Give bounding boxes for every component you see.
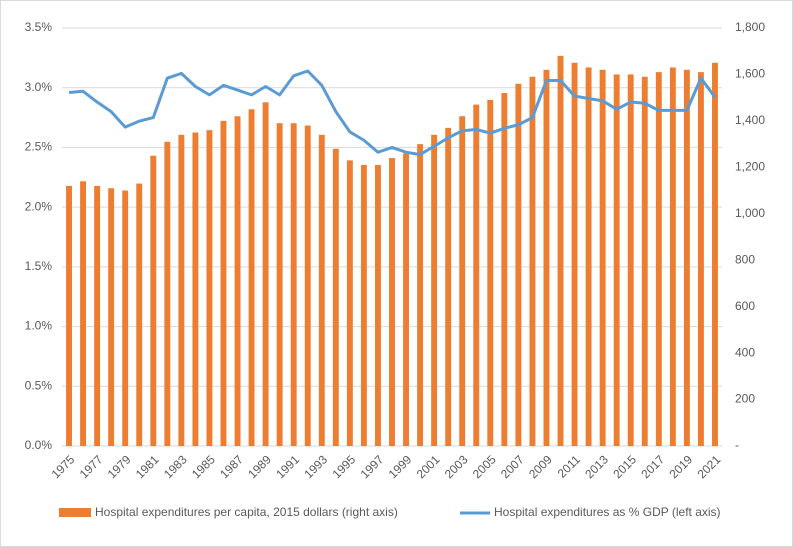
y-tick-label: 3.5%: [25, 20, 53, 34]
bar: [599, 69, 606, 447]
y2-tick-label: -: [735, 438, 739, 452]
bar: [304, 125, 311, 447]
bar: [473, 104, 480, 446]
bar: [543, 69, 550, 447]
y2-tick-label: 800: [735, 252, 755, 266]
bar: [613, 74, 620, 446]
bar: [515, 83, 522, 446]
bar: [655, 72, 662, 446]
y2-tick-label: 1,400: [735, 113, 765, 127]
legend-label: Hospital expenditures per capita, 2015 d…: [95, 505, 398, 519]
bar: [627, 74, 634, 446]
y-tick-label: 0.5%: [25, 378, 53, 392]
y-tick-label: 2.0%: [25, 199, 53, 213]
line: [68, 69, 717, 157]
y-tick-label: 1.0%: [25, 319, 53, 333]
bar: [389, 158, 395, 447]
bar: [557, 55, 564, 446]
bar: [403, 153, 409, 446]
bar: [712, 62, 718, 446]
bar: [178, 134, 185, 447]
bar: [346, 160, 353, 446]
bar: [206, 130, 213, 446]
bar: [94, 185, 101, 446]
bar: [697, 72, 704, 446]
y2-tick-label: 400: [735, 345, 755, 359]
bar: [108, 188, 115, 446]
y2-tick-label: 200: [735, 392, 755, 406]
legend: Hospital expenditures per capita, 2015 d…: [59, 505, 721, 519]
y2-tick-label: 1,200: [735, 160, 765, 174]
y-tick-label: 0.0%: [25, 438, 53, 452]
bar: [248, 109, 255, 447]
bar: [318, 134, 325, 447]
bar: [262, 102, 269, 447]
bar: [136, 183, 143, 447]
bar: [150, 155, 157, 446]
legend-label: Hospital expenditures as % GDP (left axi…: [494, 505, 721, 519]
bar: [375, 165, 381, 446]
bar: [669, 67, 676, 446]
y2-tick-label: 600: [735, 299, 755, 313]
bar: [80, 181, 87, 446]
bar: [683, 69, 690, 447]
bar: [234, 116, 241, 446]
bar: [164, 141, 171, 447]
bar: [417, 144, 424, 446]
y2-tick-label: 1,600: [735, 67, 765, 81]
bar: [641, 76, 648, 447]
bar: [487, 99, 494, 446]
bar: [571, 62, 578, 446]
bar: [122, 190, 129, 446]
bar: [445, 127, 452, 446]
bar: [431, 134, 438, 447]
bar: [585, 67, 592, 446]
bar: [66, 185, 72, 446]
y-tick-label: 2.5%: [25, 140, 53, 154]
bar: [529, 76, 536, 447]
bar: [276, 123, 283, 446]
y-tick-label: 1.5%: [25, 259, 53, 273]
y2-tick-label: 1,000: [735, 206, 765, 220]
y2-tick-label: 1,800: [735, 20, 765, 34]
bar: [501, 93, 508, 447]
bar: [332, 148, 339, 446]
bar: [220, 120, 227, 446]
bar: [360, 165, 367, 446]
bar: [290, 123, 297, 446]
bar: [459, 116, 466, 446]
y-tick-label: 3.0%: [25, 80, 53, 94]
legend-swatch-bar: [59, 508, 91, 517]
bar: [192, 132, 199, 446]
